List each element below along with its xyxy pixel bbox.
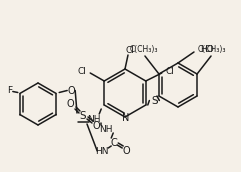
Text: O: O [66,99,74,109]
Text: F: F [7,86,12,95]
Text: C(CH₃)₃: C(CH₃)₃ [130,45,158,53]
Text: O: O [122,146,130,156]
Text: Cl: Cl [166,67,175,76]
Text: NH: NH [87,115,101,123]
Text: N: N [122,113,130,123]
Text: C(CH₃)₃: C(CH₃)₃ [198,45,226,53]
Text: S: S [80,111,86,121]
Text: HO: HO [200,45,214,53]
Text: C: C [111,138,118,148]
Text: O: O [67,85,75,95]
Text: S: S [151,95,158,105]
Text: Cl: Cl [77,67,86,76]
Text: NH: NH [100,125,113,133]
Text: Cl: Cl [126,46,134,55]
Text: HN: HN [95,147,109,155]
Text: O: O [92,121,100,131]
